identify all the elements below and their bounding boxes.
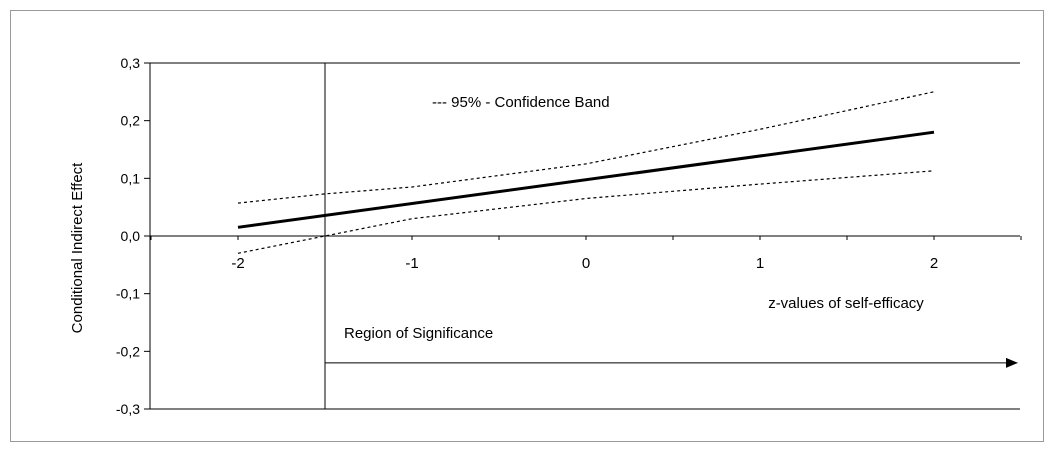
x-tick-label: 2 [930, 255, 938, 272]
y-tick-label: 0,1 [121, 170, 141, 186]
x-tick-label: -1 [405, 255, 418, 272]
series-line-effect [237, 130, 935, 229]
x-tick-label: 0 [582, 255, 590, 272]
chart-frame [10, 10, 1044, 442]
axes [149, 62, 1020, 410]
x-tick-label: -2 [231, 255, 244, 272]
y-tick-label: 0,3 [121, 55, 141, 71]
y-tick-label: 0,2 [121, 113, 141, 129]
region-arrowhead [1006, 357, 1018, 368]
region-of-significance-label: Region of Significance [344, 325, 493, 342]
series-line-lower-band [237, 170, 935, 254]
x-tick-label: 1 [756, 255, 764, 272]
series-group [237, 91, 935, 254]
y-tick-label: -0,2 [116, 343, 140, 359]
ticks: 0,3 0,2 0,1 0,0 -0,1 -0,2 -0,3 -2 -1 0 1 2 [116, 55, 1022, 417]
y-tick-label: -0,3 [116, 401, 140, 417]
x-axis-label: z-values of self-efficacy [768, 295, 924, 312]
legend-confidence-band: --- 95% - Confidence Band [432, 94, 610, 111]
y-tick-label: 0,0 [121, 228, 141, 244]
series-line-upper-band [237, 91, 935, 204]
y-axis-label: Conditional Indirect Effect [69, 162, 86, 333]
y-tick-label: -0,1 [116, 286, 140, 302]
